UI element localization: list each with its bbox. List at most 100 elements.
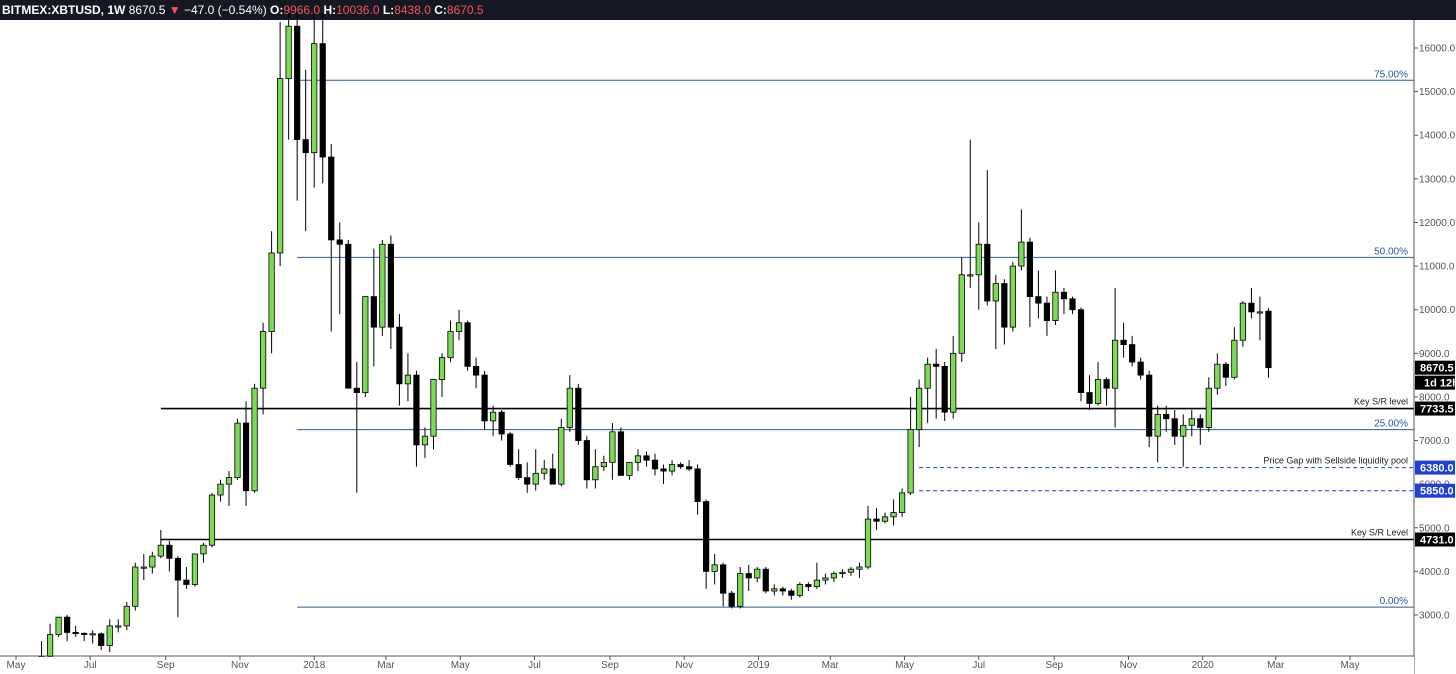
candle-up — [890, 512, 897, 518]
candle-down — [336, 239, 343, 245]
candle-up — [898, 492, 906, 513]
y-tick-label: 4000.0 — [1419, 567, 1450, 578]
candle-down — [1026, 241, 1033, 298]
x-tick-label: 2018 — [303, 660, 326, 671]
candle-up — [856, 566, 863, 570]
candle-up — [958, 274, 965, 354]
candle-down — [728, 592, 735, 607]
last-price-tag: 8670.5 — [1420, 363, 1454, 375]
fib-label: 50.00% — [1374, 246, 1408, 257]
candle-up — [541, 468, 548, 474]
candle-up — [1180, 424, 1187, 437]
candle-up — [149, 555, 156, 568]
symbol-label[interactable]: BITMEX:XBTUSD, 1W — [2, 3, 126, 17]
candle-up — [796, 584, 803, 596]
candle-down — [703, 501, 710, 572]
candle-down — [98, 633, 105, 646]
candle-up — [311, 43, 318, 154]
candle-up — [839, 571, 846, 574]
countdown-tag: 1d 12h — [1424, 378, 1456, 390]
candle-up — [379, 243, 386, 328]
candle-down — [617, 431, 625, 476]
candle-down — [302, 139, 309, 154]
candle-up — [830, 573, 838, 579]
candle-down — [788, 590, 795, 596]
candle-up — [626, 461, 633, 476]
candle-up — [115, 625, 122, 628]
countdown-tag-bg — [1415, 375, 1455, 390]
time-scale[interactable] — [0, 657, 1414, 674]
x-tick-label: May — [1341, 660, 1360, 671]
last-price-tag-bg — [1415, 360, 1455, 375]
candle-up — [430, 379, 437, 437]
candle-down — [685, 466, 693, 470]
candle-down — [1129, 344, 1136, 363]
price-scale[interactable] — [1415, 20, 1456, 674]
gap-price-tag-bg — [1415, 483, 1455, 498]
gap-label: Price Gap with Sellside liquidity pool — [1263, 456, 1408, 466]
candle-up — [234, 422, 241, 479]
candle-down — [464, 322, 471, 367]
candle-up — [600, 461, 607, 468]
candle-up — [532, 472, 539, 485]
gap-price-tag-bg — [1415, 460, 1455, 475]
candle-down — [1077, 309, 1085, 393]
candle-down — [166, 544, 173, 559]
candle-down — [1103, 379, 1110, 389]
x-tick-label: May — [451, 660, 470, 671]
y-tick-label: 16000.0 — [1419, 44, 1456, 55]
candle-down — [1248, 302, 1255, 313]
high-label: H: — [323, 3, 337, 17]
candle-down — [1043, 302, 1051, 321]
candle-down — [575, 387, 582, 441]
y-tick-label: 14000.0 — [1419, 131, 1456, 142]
candle-up — [225, 477, 233, 485]
y-tick-label: 3000.0 — [1419, 611, 1450, 622]
candle-down — [1035, 296, 1042, 304]
candle-down — [242, 422, 250, 492]
x-tick-label: Jul — [528, 660, 541, 671]
candle-up — [1094, 379, 1102, 404]
candle-down — [694, 468, 701, 502]
change-label: −47.0 (−0.54%) — [183, 3, 267, 17]
candle-up — [822, 577, 829, 581]
close-label: C: — [434, 3, 447, 17]
sr-price-tag-bg — [1415, 401, 1455, 416]
candle-down — [984, 243, 991, 302]
candle-down — [1265, 310, 1272, 369]
candle-down — [72, 632, 79, 635]
gap-price-tag: 5850.0 — [1420, 486, 1454, 498]
candle-up — [200, 544, 207, 555]
candle-up — [1188, 418, 1195, 426]
candle-up — [1052, 291, 1059, 321]
candle-down — [507, 433, 514, 465]
candle-down — [345, 243, 352, 389]
candle-down — [1120, 339, 1127, 345]
sr-price-tag: 7733.5 — [1420, 404, 1454, 416]
candle-up — [251, 387, 258, 492]
candle-up — [191, 553, 199, 585]
x-tick-label: May — [7, 660, 26, 671]
candle-up — [1018, 241, 1025, 267]
candle-up — [106, 625, 113, 646]
candle-up — [992, 283, 999, 302]
y-tick-label: 12000.0 — [1419, 218, 1456, 229]
candle-up — [592, 466, 599, 481]
candle-up — [362, 296, 369, 393]
candle-up — [754, 568, 761, 579]
candle-up — [1205, 387, 1212, 428]
candle-down — [1163, 413, 1170, 420]
candle-down — [396, 326, 403, 385]
change-arrow: ▼ — [168, 3, 181, 17]
candle-down — [370, 296, 377, 328]
x-tick-label: May — [895, 660, 914, 671]
x-tick-label: Jul — [84, 660, 97, 671]
open-value: 9966.0 — [283, 3, 321, 17]
x-tick-label: Sep — [601, 660, 619, 671]
x-tick-label: Nov — [675, 660, 693, 671]
sr-label: Key S/R level — [1354, 397, 1408, 407]
candle-up — [208, 494, 216, 546]
candle-down — [643, 455, 650, 461]
candle-up — [268, 252, 275, 332]
